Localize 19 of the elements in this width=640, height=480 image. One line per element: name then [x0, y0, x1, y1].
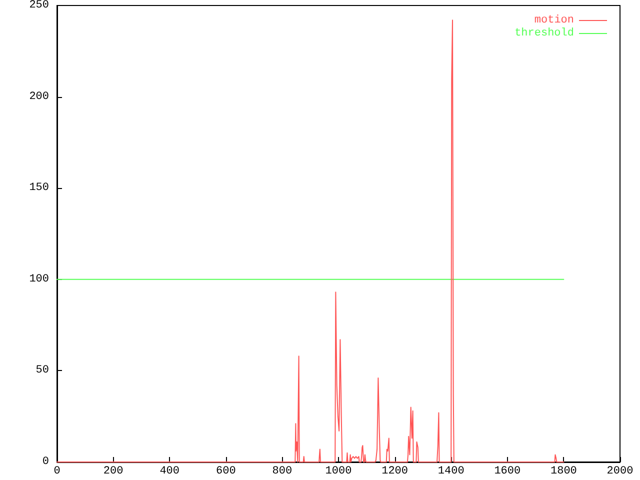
- legend-label: motion: [534, 14, 574, 26]
- x-tick-label: 1000: [325, 466, 352, 478]
- y-tick-label: 250: [29, 0, 49, 12]
- x-tick-label: 1200: [382, 466, 408, 478]
- y-tick-label: 50: [36, 364, 49, 377]
- legend-label: threshold: [514, 28, 574, 40]
- x-tick-label: 1400: [438, 466, 464, 478]
- y-tick-label: 0: [42, 456, 49, 468]
- x-tick-label: 400: [160, 466, 180, 478]
- x-tick-label: 600: [216, 466, 236, 478]
- x-tick-label: 1800: [550, 466, 577, 478]
- x-tick-label: 800: [272, 466, 292, 478]
- x-tick-label: 1600: [494, 466, 521, 478]
- y-tick-label: 200: [29, 90, 49, 103]
- x-tick-label: 2000: [606, 466, 634, 478]
- y-tick-label: 100: [29, 273, 49, 286]
- y-tick-label: 150: [29, 182, 49, 194]
- x-tick-label: 0: [54, 466, 60, 478]
- x-tick-label: 200: [103, 466, 124, 478]
